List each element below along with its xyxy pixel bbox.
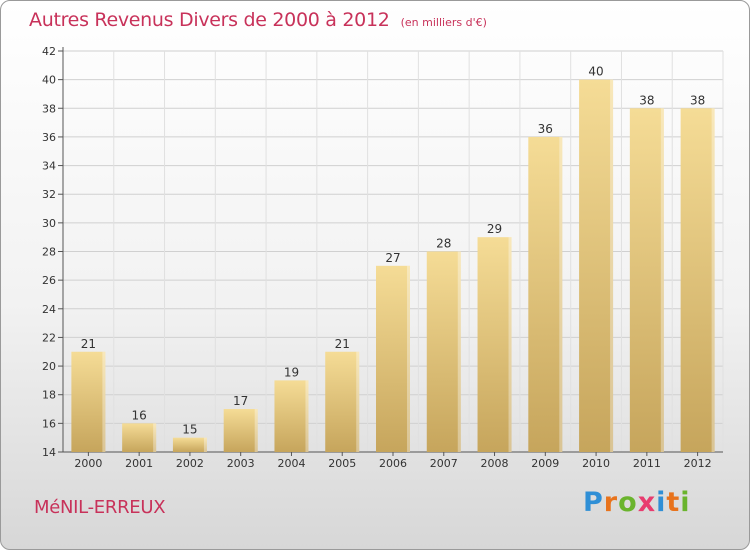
logo-letter: t [666,487,681,518]
data-label: 21 [81,337,96,351]
bar-highlight [610,79,614,453]
bar-highlight [203,437,207,452]
bar-2001 [122,423,157,452]
logo-letter: o [618,487,638,518]
y-tick-label: 16 [42,417,56,430]
bars [71,79,715,453]
data-label: 28 [436,237,451,251]
data-label: 38 [690,93,705,107]
data-label: 16 [132,408,147,422]
bar-highlight [254,409,258,452]
x-tick-label: 2007 [430,457,458,470]
bar-2006 [376,265,410,452]
data-label: 29 [487,222,502,236]
axes: 14 16 18 20 22 24 26 28 30 32 34 36 38 40 42 2000 2001 20… [42,45,723,470]
x-tick-label: 2004 [277,457,305,470]
bar-highlight [153,423,157,452]
data-label: 36 [538,122,553,136]
x-tick-label: 2010 [582,457,610,470]
data-label: 27 [385,251,400,265]
data-label: 15 [182,423,197,437]
logo-letter: i [680,487,691,518]
data-label: 21 [335,337,350,351]
y-tick-label: 42 [42,45,56,58]
bar-highlight [407,265,410,452]
bar-highlight [711,108,715,453]
data-labels: 21 16 15 17 19 21 27 28 29 36 40 38 38 [81,65,706,437]
y-tick-label: 40 [42,74,56,87]
bar-highlight [102,351,106,452]
logo-letter: P [583,487,604,518]
logo-letter: x [637,487,657,518]
chart-title-text: Autres Revenus Divers de 2000 à 2012 [29,9,390,31]
logo-letter: i [656,487,667,518]
data-label: 38 [639,93,654,107]
bar-highlight [356,351,360,452]
bar-2000 [71,351,106,452]
x-tick-label: 2009 [531,457,559,470]
x-tick-label: 2012 [684,457,712,470]
bar-2011 [629,108,664,453]
x-tick-label: 2003 [227,457,255,470]
chart-unit-label: (en milliers d'€) [400,16,487,29]
data-label: 19 [284,365,299,379]
y-tick-label: 28 [42,246,56,259]
y-tick-label: 20 [42,360,56,373]
location-name: MéNIL-ERREUX [34,497,166,518]
proxiti-logo: Proxiti [583,487,691,518]
bar-2012 [680,108,715,453]
x-tick-label: 2000 [74,457,102,470]
bar-highlight [305,380,309,452]
x-tick-label: 2005 [328,457,356,470]
y-tick-label: 32 [42,188,56,201]
y-tick-label: 18 [42,389,56,402]
bar-2003 [223,409,258,452]
bar-2004 [274,380,309,452]
bar-2008 [477,237,512,452]
x-tick-label: 2008 [481,457,509,470]
bar-highlight [508,237,512,452]
x-tick-label: 2002 [176,457,204,470]
y-tick-label: 22 [42,331,56,344]
y-tick-label: 26 [42,274,56,287]
bar-highlight [660,108,664,453]
data-label: 40 [588,65,603,79]
y-tick-label: 14 [42,446,56,459]
y-tick-label: 30 [42,217,56,230]
chart-title: Autres Revenus Divers de 2000 à 2012 (en… [29,9,487,31]
x-tick-label: 2001 [125,457,153,470]
x-tick-label: 2011 [633,457,661,470]
bar-2005 [325,351,360,452]
y-tick-label: 38 [42,102,56,115]
y-tick-label: 34 [42,160,56,173]
y-tick-label: 24 [42,303,56,316]
bar-highlight [457,251,461,452]
bar-2009 [528,136,563,452]
logo-letter: r [603,487,619,518]
data-label: 17 [233,394,248,408]
bar-2010 [579,79,614,453]
x-tick-label: 2006 [379,457,407,470]
bar-2002 [172,437,207,452]
bar-2007 [426,251,461,452]
bar-highlight [559,136,563,452]
y-tick-label: 36 [42,131,56,144]
